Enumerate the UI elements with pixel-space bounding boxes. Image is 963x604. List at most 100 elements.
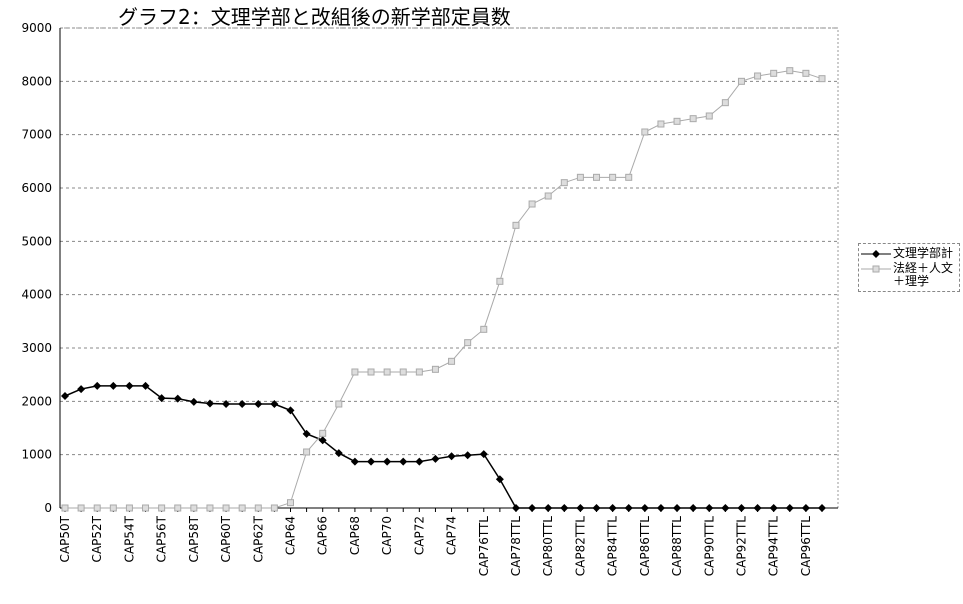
data-point <box>592 504 601 512</box>
legend-icon <box>861 265 891 273</box>
data-point <box>495 475 504 484</box>
y-tick-label: 5000 <box>21 234 52 248</box>
data-point <box>560 179 568 187</box>
x-tick-label: CAP56T <box>155 515 169 562</box>
legend: 文理学部計 法経＋人文＋理学 <box>858 243 960 292</box>
x-tick-label: CAP62T <box>251 515 265 562</box>
plot-area <box>59 27 839 509</box>
data-point <box>496 277 504 285</box>
data-point <box>528 200 536 208</box>
data-point <box>640 504 649 512</box>
data-point <box>174 504 182 512</box>
data-point <box>158 504 166 512</box>
x-tick-label: CAP84TTL <box>606 516 620 577</box>
y-tick-label: 8000 <box>21 74 52 88</box>
data-point <box>609 173 617 181</box>
data-point <box>77 385 86 394</box>
data-point <box>431 454 440 463</box>
series-line <box>64 385 822 509</box>
data-point <box>528 504 537 512</box>
data-point <box>818 504 826 512</box>
data-point <box>238 504 246 512</box>
data-point <box>399 368 407 376</box>
data-point <box>61 392 69 400</box>
data-point <box>544 504 553 512</box>
data-point <box>689 504 698 512</box>
data-point <box>77 504 85 512</box>
x-tick-label: CAP54T <box>122 515 136 562</box>
data-point <box>786 67 794 75</box>
data-point <box>206 504 214 512</box>
data-point <box>302 429 311 438</box>
series-line <box>65 70 823 509</box>
legend-label: 法経＋人文＋理学 <box>893 261 954 288</box>
chart-title: グラフ2：文理学部と改組後の新学部定員数 <box>118 5 511 29</box>
data-point <box>608 504 617 512</box>
data-point <box>319 429 327 437</box>
x-tick-label: CAP60T <box>219 515 233 562</box>
data-point <box>222 400 231 408</box>
data-point <box>802 69 810 77</box>
data-point <box>383 368 391 376</box>
data-point <box>544 192 552 200</box>
data-point <box>673 504 682 512</box>
y-tick-label: 1000 <box>21 448 52 462</box>
data-point <box>383 457 392 466</box>
data-point <box>334 449 343 458</box>
data-point <box>350 457 359 466</box>
x-tick-label: CAP94TTL <box>767 516 781 577</box>
x-tick-label: CAP82TTL <box>573 516 587 577</box>
x-tick-label: CAP86TTL <box>638 516 652 577</box>
data-point <box>769 504 778 512</box>
data-point <box>222 504 230 512</box>
data-point <box>141 381 150 390</box>
data-point <box>270 504 278 512</box>
data-point <box>173 394 182 403</box>
data-point <box>286 406 295 415</box>
data-point <box>737 77 745 85</box>
data-point <box>238 400 247 408</box>
legend-label: 文理学部計 <box>893 246 954 260</box>
data-point <box>753 504 762 512</box>
data-point <box>93 504 101 512</box>
data-point <box>254 400 263 408</box>
data-point <box>61 504 69 512</box>
data-point <box>705 504 714 512</box>
series <box>61 381 826 512</box>
data-point <box>721 99 729 107</box>
data-point <box>431 365 439 373</box>
data-point <box>318 436 327 445</box>
x-tick-label: CAP52T <box>90 515 104 562</box>
legend-item: 法経＋人文＋理学 <box>859 262 959 288</box>
x-tick-label: CAP64 <box>283 516 297 555</box>
series <box>61 67 826 512</box>
data-point <box>447 452 456 461</box>
x-tick-label: CAP74 <box>445 516 459 555</box>
data-point <box>205 399 214 408</box>
data-point <box>93 381 102 390</box>
data-point <box>480 325 488 333</box>
data-point <box>576 173 584 181</box>
data-point <box>689 115 697 123</box>
x-tick-label: CAP96TTL <box>799 516 813 577</box>
y-tick-label: 9000 <box>21 21 52 35</box>
data-point <box>737 504 746 512</box>
data-point <box>593 173 601 181</box>
data-point <box>479 450 488 459</box>
data-point <box>303 448 311 456</box>
x-tick-label: CAP68 <box>348 516 362 555</box>
data-point <box>157 394 166 403</box>
data-point <box>512 221 520 229</box>
y-tick-label: 2000 <box>21 394 52 408</box>
data-point <box>109 381 118 390</box>
data-point <box>189 397 198 406</box>
data-point <box>511 504 520 512</box>
x-tick-label: CAP50T <box>58 515 72 562</box>
x-tick-label: CAP72 <box>412 516 426 555</box>
data-point <box>673 117 681 125</box>
y-tick-label: 4000 <box>21 288 52 302</box>
data-point <box>286 499 294 507</box>
data-point <box>560 504 569 512</box>
y-tick-label: 7000 <box>21 128 52 142</box>
